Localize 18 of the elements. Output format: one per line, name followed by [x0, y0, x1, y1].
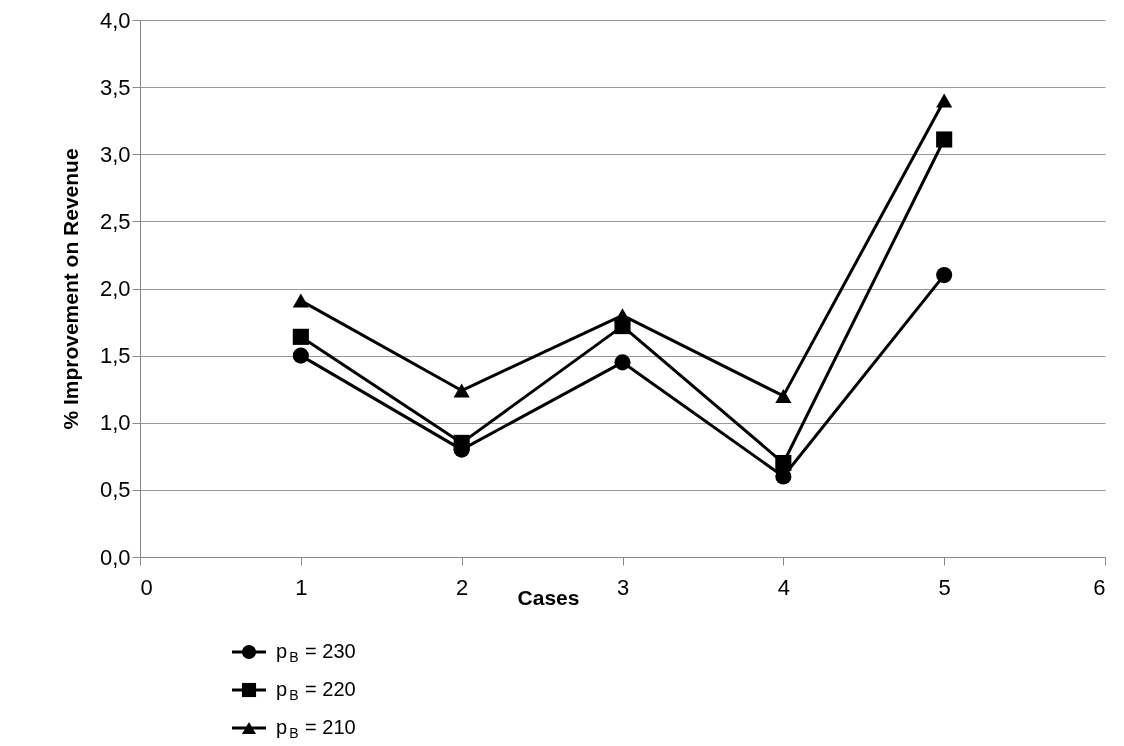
x-tick-label: 6: [1093, 574, 1106, 600]
y-tick-label: 0,5: [99, 477, 131, 503]
x-tick-label: 4: [777, 574, 790, 600]
x-tick-label: 1: [295, 574, 308, 600]
x-tick-label: 5: [938, 574, 951, 600]
y-tick-label: 1,5: [99, 343, 131, 369]
y-axis-title: % Improvement on Revenue: [58, 148, 82, 430]
y-tick-label: 2,0: [99, 276, 131, 301]
x-axis-title: Cases: [517, 585, 580, 609]
x-tick-label: 2: [456, 574, 469, 600]
y-tick-label: 0,0: [99, 544, 131, 570]
y-tick-label: 3,0: [99, 141, 131, 167]
y-tick-label: 2,5: [99, 208, 131, 234]
y-tick-label: 1,0: [99, 410, 131, 436]
y-tick-label: 4,0: [99, 7, 131, 33]
y-tick-label: 3,5: [99, 74, 131, 100]
x-tick-label: 3: [616, 574, 630, 600]
x-tick-label: 0: [140, 574, 153, 600]
